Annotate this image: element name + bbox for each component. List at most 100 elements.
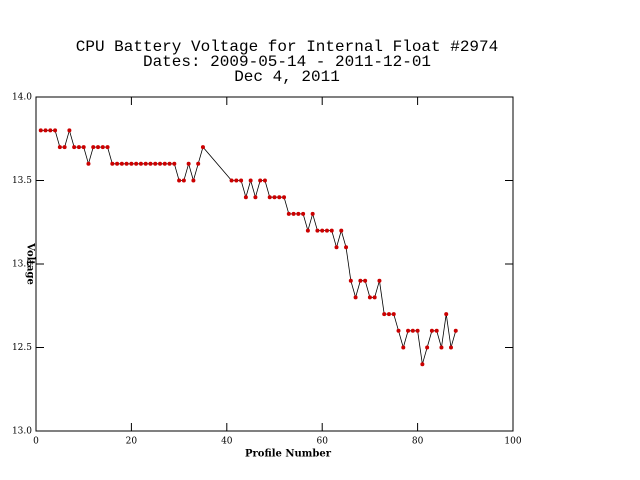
data-point [196,161,201,166]
y-tick-label: 13.0 [12,427,32,437]
data-point [110,161,115,166]
data-point [81,145,86,150]
x-tick-label: 20 [126,437,138,447]
data-point [324,228,329,233]
data-point [448,345,453,350]
data-point [453,328,458,333]
y-axis-label: Voltage [25,242,36,285]
data-point [320,228,325,233]
y-tick-label: 14.0 [12,93,32,103]
data-point [305,228,310,233]
title-line: Dates: 2009-05-14 - 2011-12-01 [143,53,431,71]
data-point [229,178,234,183]
data-point [129,161,134,166]
data-point [439,345,444,350]
data-point [143,161,148,166]
data-point [67,128,72,133]
data-point [377,278,382,283]
data-point [253,195,258,200]
data-point [200,145,205,150]
x-tick-label: 40 [221,437,233,447]
data-point [296,211,301,216]
data-point [62,145,67,150]
data-point [100,145,105,150]
data-point [444,312,449,317]
data-point [134,161,139,166]
data-point [406,328,411,333]
data-point [91,145,96,150]
x-tick-label: 80 [412,437,424,447]
data-point [53,128,58,133]
data-point [396,328,401,333]
data-point [72,145,77,150]
data-point [262,178,267,183]
data-point [382,312,387,317]
data-point [301,211,306,216]
data-point [372,295,377,300]
x-axis-label: Profile Number [245,449,332,460]
x-tick-label: 0 [33,437,39,447]
data-point [243,195,248,200]
data-point [286,211,291,216]
data-point [329,228,334,233]
data-point [119,161,124,166]
data-point [234,178,239,183]
data-point [138,161,143,166]
data-point [344,245,349,250]
data-point [291,211,296,216]
data-point [358,278,363,283]
data-point [186,161,191,166]
title-line: CPU Battery Voltage for Internal Float #… [76,38,498,56]
title-line: Dec 4, 2011 [234,68,340,86]
data-point [43,128,48,133]
data-point [363,278,368,283]
data-point [153,161,158,166]
x-tick-label: 60 [316,437,328,447]
data-point [48,128,53,133]
data-point [158,161,163,166]
data-point [410,328,415,333]
data-point [248,178,253,183]
data-point [86,161,91,166]
data-point [391,312,396,317]
data-point [191,178,196,183]
data-line [40,128,457,365]
data-point [348,278,353,283]
data-point [76,145,81,150]
data-point [415,328,420,333]
data-point [367,295,372,300]
data-point [172,161,177,166]
data-point [267,195,272,200]
data-point [105,145,110,150]
data-point [258,178,263,183]
data-point [434,328,439,333]
data-point [429,328,434,333]
y-tick-label: 13.5 [12,176,32,186]
data-point [115,161,120,166]
data-point [96,145,101,150]
data-point [177,178,182,183]
data-point [272,195,277,200]
data-point [239,178,244,183]
data-point [277,195,282,200]
data-point [167,161,172,166]
data-point [339,228,344,233]
y-tick-label: 13.0 [12,260,32,270]
y-tick-label: 12.5 [12,343,32,353]
x-tick-label: 100 [504,437,521,447]
data-point [124,161,129,166]
data-point [386,312,391,317]
data-point [401,345,406,350]
data-point [38,128,43,133]
data-point [353,295,358,300]
data-point [282,195,287,200]
data-point [334,245,339,250]
data-point [315,228,320,233]
data-point [425,345,430,350]
data-point [310,211,315,216]
data-point [162,161,167,166]
data-point [420,362,425,367]
data-point [57,145,62,150]
